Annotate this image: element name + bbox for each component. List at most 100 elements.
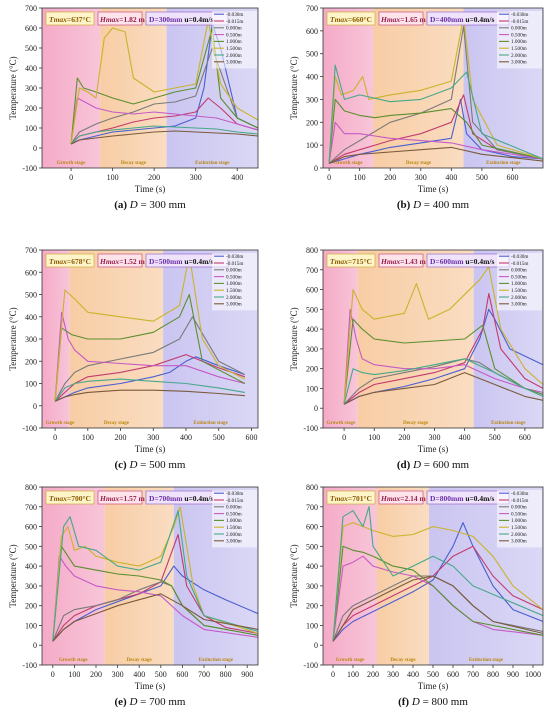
x-tick-label: 600	[245, 433, 257, 442]
hmax-box	[97, 490, 143, 505]
extinction-stage-label: Extinction stage	[193, 421, 228, 426]
series-group	[52, 506, 258, 642]
velocity-value: u=0.4m/s	[184, 257, 213, 266]
decay-stage-label: Decay stage	[406, 161, 432, 166]
tmax-label: Tmax	[330, 257, 348, 266]
plot-frame	[322, 249, 544, 429]
caption-variable: D	[128, 459, 140, 471]
x-tick-label: 800	[220, 670, 232, 679]
x-tick-label: 0	[327, 173, 331, 182]
velocity-value: u=0.4m/s	[184, 15, 213, 24]
velocity-value: u=0.4m/s	[465, 494, 494, 503]
legend-entry: 0.500m	[226, 274, 242, 280]
hmax-box	[97, 253, 143, 268]
y-tick-label: 400	[306, 73, 318, 82]
growth-stage-label: Growth stage	[57, 161, 86, 166]
extinction-stage-label: Extinction stage	[469, 658, 504, 663]
legend: -0.030m-0.015m0.000m0.500m1.000m1.500m2.…	[212, 490, 257, 548]
series-line	[54, 293, 246, 402]
legend: -0.030m-0.015m0.000m0.500m1.000m1.500m2.…	[212, 253, 257, 311]
y-tick-label: 600	[306, 286, 318, 295]
y-tick-label: 800	[25, 483, 37, 492]
x-tick-label: 200	[384, 173, 396, 182]
series-line	[52, 510, 258, 642]
series-line	[332, 506, 543, 642]
series-line	[332, 545, 543, 642]
caption-variable: D	[128, 696, 140, 708]
chart-panel: 0 100 200 300 400 500 600 -100 0 100 200 300 400 500 6…	[8, 246, 259, 454]
y-tick-label: 100	[25, 621, 37, 630]
hmax-box	[378, 253, 424, 268]
series-line	[70, 97, 258, 145]
tmax-value: =637°C	[67, 15, 91, 24]
tmax-annotation: Tmax=700°C	[49, 494, 91, 503]
y-tick-label: 400	[25, 562, 37, 571]
legend-entry: 1.500m	[511, 46, 527, 52]
diameter-annotation: D=700mm u=0.4m/s	[149, 494, 213, 503]
y-tick-label: 700	[25, 4, 37, 13]
x-axis-label: Time (s)	[418, 681, 448, 691]
legend-entry: -0.015m	[226, 19, 243, 25]
legend-entry: 3.000m	[511, 60, 527, 66]
legend: -0.030m-0.015m0.000m0.500m1.000m1.500m2.…	[497, 490, 542, 548]
series-line	[52, 593, 258, 642]
series-line	[54, 354, 246, 402]
chart-panel: 0 100 200 300 400 500 600 700 800 900 1000 -100 0 100…	[289, 483, 544, 691]
chart-panel: 0 100 200 300 400 -100 0 100 200 300 400 500 600 700 T…	[8, 4, 259, 194]
x-tick-label: 400	[231, 173, 243, 182]
hmax-label: Hmax	[99, 15, 119, 24]
caption-variable: D	[129, 199, 141, 211]
y-axis-label: Temperature (°C)	[289, 307, 299, 370]
x-tick-label: 500	[489, 433, 501, 442]
y-axis-label: Temperature (°C)	[289, 544, 299, 607]
hmax-box	[378, 11, 424, 26]
series-line	[70, 130, 258, 145]
caption-variable: D	[411, 696, 423, 708]
extinction-stage-label: Extinction stage	[491, 421, 526, 426]
hmax-value: =1.65 m	[400, 15, 426, 24]
legend-entry: 1.500m	[226, 46, 242, 52]
hmax-annotation: Hmax=1.82 m	[99, 15, 145, 24]
x-tick-label: 100	[347, 670, 359, 679]
series-line	[343, 308, 543, 405]
velocity-value: u=0.4m/s	[465, 15, 494, 24]
y-tick-label: 700	[25, 503, 37, 512]
legend-entry: -0.030m	[511, 254, 528, 260]
y-tick-label: 500	[25, 542, 37, 551]
diameter-value: D=800mm	[430, 494, 465, 503]
tmax-value: =700°C	[67, 494, 91, 503]
legend-entry: 1.000m	[226, 518, 242, 524]
decay-stage-label: Decay stage	[390, 658, 416, 663]
series-line	[52, 545, 258, 642]
y-tick-label: 0	[33, 402, 37, 411]
y-tick-label: 200	[25, 104, 37, 113]
chart-panel: 0 100 200 300 400 500 600 700 800 900 -100 0 100 200 3…	[8, 483, 259, 691]
legend-entry: 1.000m	[511, 39, 527, 45]
plot-frame	[322, 7, 544, 169]
series-line	[54, 316, 246, 402]
tmax-annotation: Tmax=637°C	[49, 15, 91, 24]
hmax-value: =1.57 m	[119, 494, 145, 503]
y-tick-label: 800	[306, 483, 318, 492]
x-tick-label: 500	[427, 670, 439, 679]
x-tick-label: 300	[415, 173, 427, 182]
legend-entry: 0.500m	[226, 511, 242, 517]
plot-frame	[41, 486, 259, 666]
y-tick-label: 400	[306, 325, 318, 334]
x-tick-label: 300	[112, 670, 124, 679]
x-tick-label: 300	[387, 670, 399, 679]
legend-entry: 0.000m	[511, 26, 527, 32]
legend-entry: -0.015m	[511, 19, 528, 25]
decay-stage-label: Decay stage	[403, 421, 429, 426]
y-tick-label: 0	[314, 164, 318, 173]
y-tick-label: 700	[306, 503, 318, 512]
x-tick-label: 500	[213, 433, 225, 442]
x-tick-label: 400	[133, 670, 145, 679]
caption-value: = 800 mm	[423, 696, 469, 708]
series-group	[332, 506, 543, 642]
x-tick-label: 300	[147, 433, 159, 442]
x-tick-label: 100	[368, 433, 380, 442]
legend-entry: 3.000m	[511, 539, 527, 545]
